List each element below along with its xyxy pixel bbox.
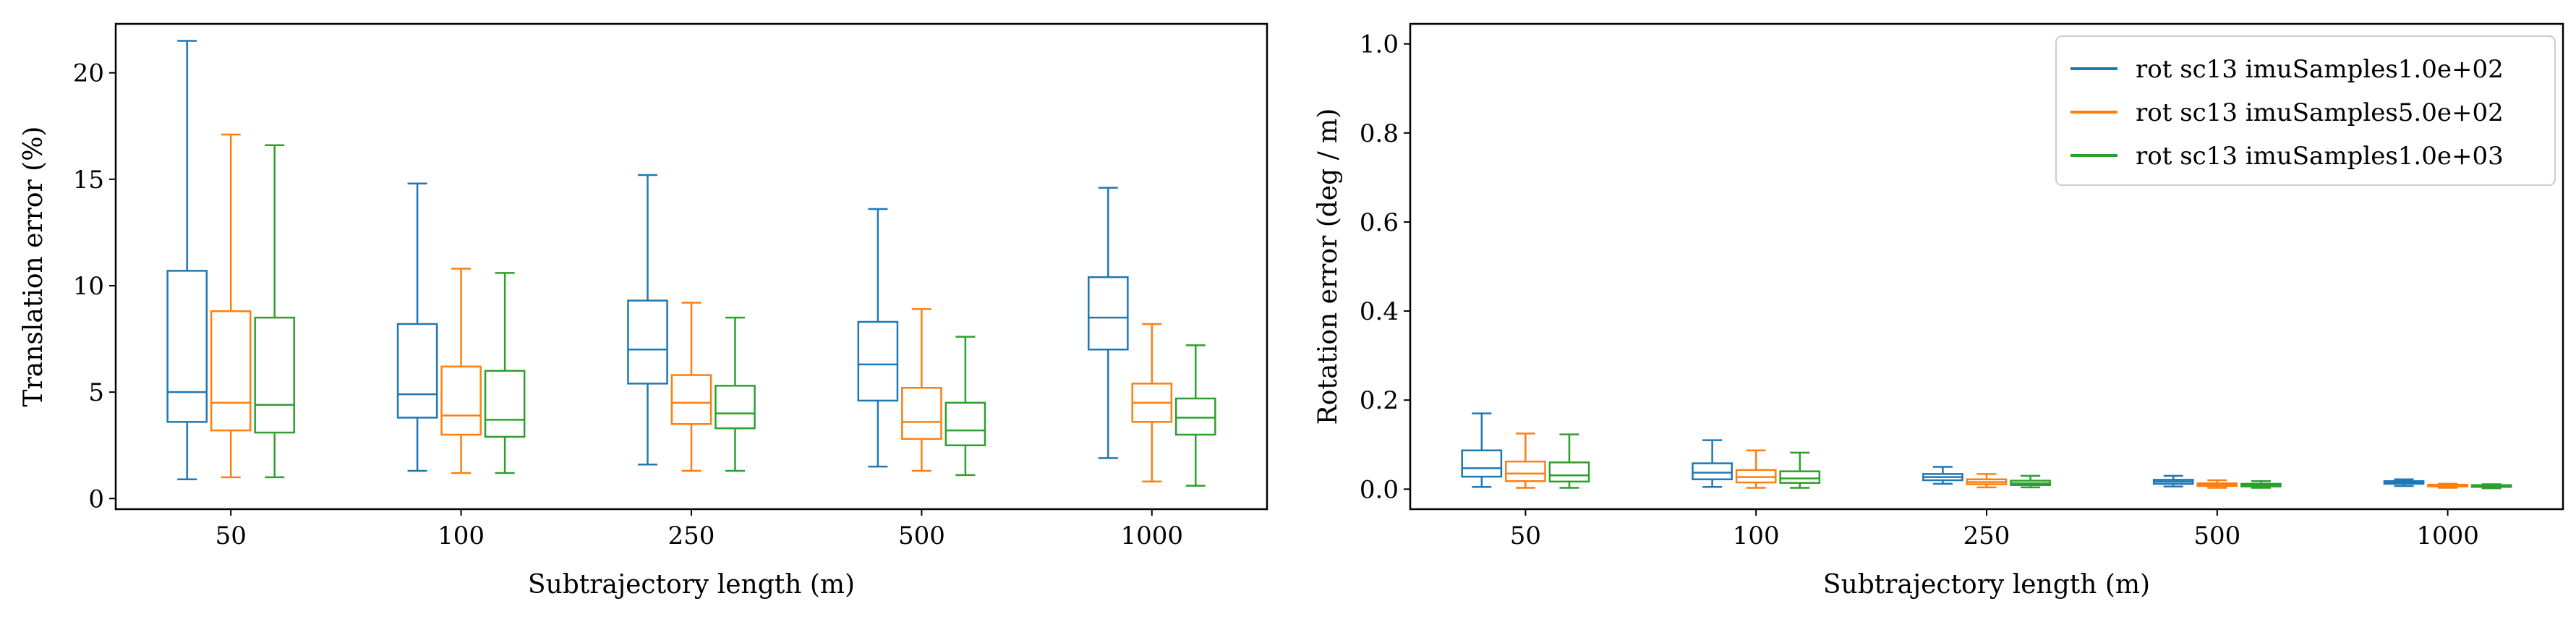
box-500-series-1	[2196, 479, 2238, 489]
box-100-series-1	[440, 268, 482, 474]
iqr-box	[396, 323, 438, 419]
legend-entry: rot sc13 imuSamples1.0e+03	[2136, 142, 2504, 171]
box-1000-series-0	[2383, 478, 2425, 487]
box-250-series-1	[670, 302, 712, 472]
iqr-box	[254, 316, 296, 434]
x-tick-label: 100	[438, 521, 485, 550]
box-250-series-2	[2010, 474, 2051, 489]
box-100-series-2	[1779, 451, 1821, 489]
box-250-series-1	[1966, 473, 2008, 489]
rotation-error-panel: 0.0 0.2 0.4 0.6 0.8 1.0 50 100 250 500 1000 Subtraj…	[1313, 22, 2564, 600]
iqr-box	[166, 270, 208, 423]
iqr-box	[484, 370, 526, 438]
y-tick-label: 0	[88, 485, 104, 514]
box-1000-series-2	[2470, 483, 2512, 490]
y-tick-label: 0.8	[1360, 119, 1399, 148]
x-tick-label: 250	[1963, 521, 2010, 550]
box-500-series-2	[2240, 480, 2282, 489]
y-axis-label: Rotation error (deg / m)	[1313, 108, 1343, 425]
iqr-box	[1087, 276, 1129, 351]
y-tick-label: 5	[88, 378, 104, 407]
legend: rot sc13 imuSamples1.0e+02 rot sc13 imuSa…	[2055, 35, 2556, 186]
y-tick-label: 10	[73, 272, 104, 301]
box-100-series-2	[484, 272, 526, 474]
x-tick-label: 250	[668, 521, 715, 550]
y-tick-label: 0.6	[1360, 208, 1399, 237]
legend-entry: rot sc13 imuSamples5.0e+02	[2136, 98, 2504, 127]
x-tick-label: 50	[1510, 521, 1541, 550]
box-250-series-0	[1922, 466, 1963, 485]
iqr-box	[1505, 460, 1546, 482]
box-500-series-0	[2152, 474, 2194, 487]
x-axis-label: Subtrajectory length (m)	[1823, 570, 2150, 600]
iqr-box	[944, 401, 986, 446]
iqr-box	[1548, 461, 1590, 483]
y-tick-label: 0.0	[1360, 475, 1399, 504]
y-tick-label: 0.4	[1360, 297, 1399, 326]
y-tick-label: 1.0	[1360, 30, 1399, 59]
iqr-box	[1174, 397, 1216, 436]
iqr-box	[210, 310, 252, 432]
x-tick-label: 500	[2193, 521, 2240, 550]
box-250-series-0	[627, 174, 668, 466]
box-100-series-1	[1735, 449, 1777, 489]
legend-entry: rot sc13 imuSamples1.0e+02	[2136, 55, 2504, 84]
iqr-box	[715, 385, 756, 430]
box-500-series-2	[944, 336, 986, 477]
x-tick-label: 1000	[2416, 521, 2479, 550]
iqr-box	[670, 374, 712, 425]
iqr-box	[1692, 462, 1733, 481]
iqr-box	[627, 299, 668, 385]
x-tick-label: 100	[1733, 521, 1780, 550]
y-tick-label: 0.2	[1360, 386, 1399, 415]
box-50-series-0	[1461, 412, 1503, 488]
x-tick-label: 500	[898, 521, 945, 550]
y-tick-label: 20	[73, 59, 104, 88]
box-100-series-0	[1692, 439, 1733, 488]
y-tick-label: 15	[73, 166, 104, 195]
box-250-series-2	[715, 316, 756, 472]
x-tick-label: 50	[216, 521, 247, 550]
y-axis-label: Translation error (%)	[19, 127, 48, 407]
iqr-box	[857, 320, 899, 402]
iqr-box	[901, 387, 942, 440]
iqr-box	[1779, 470, 1821, 484]
box-100-series-0	[396, 182, 438, 472]
translation-error-panel: 0 5 10 15 20 50 100 250 500 1000 Subtrajectory len…	[19, 22, 1268, 600]
x-tick-label: 1000	[1121, 521, 1184, 550]
legend-frame	[2055, 35, 2556, 186]
x-axis-label: Subtrajectory length (m)	[528, 570, 855, 600]
box-500-series-1	[901, 308, 942, 472]
iqr-box	[440, 365, 482, 436]
box-50-series-0	[166, 40, 208, 481]
iqr-box	[1461, 449, 1503, 478]
box-1000-series-1	[2427, 482, 2468, 489]
box-1000-series-0	[1087, 187, 1129, 459]
box-1000-series-2	[1174, 344, 1216, 487]
box-50-series-2	[1548, 433, 1590, 489]
box-500-series-0	[857, 208, 899, 468]
box-50-series-1	[1505, 433, 1546, 489]
box-50-series-2	[254, 144, 296, 479]
box-1000-series-1	[1131, 323, 1173, 482]
box-50-series-1	[210, 133, 252, 479]
